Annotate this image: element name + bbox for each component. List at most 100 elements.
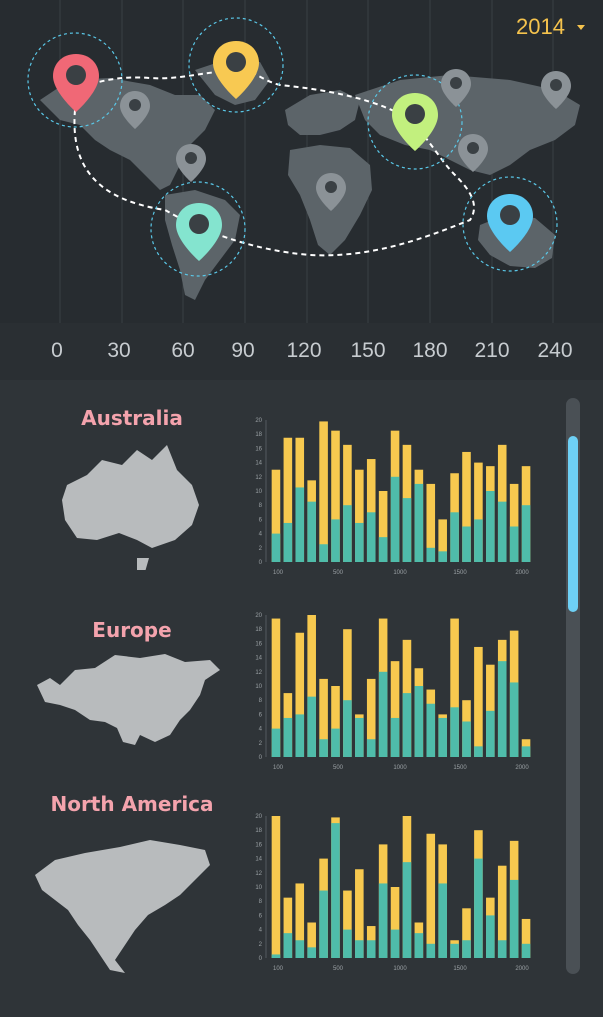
bar-total [366,459,376,562]
y-tick-label: 6 [259,712,263,718]
bar-base [390,717,400,757]
bar-chart-europe: 0 2 4 6 8 10 12 14 16 18 20 100 500 1000 1500 2000 [255,613,531,771]
pin-australia-blue-icon [487,194,533,252]
bar-base [355,940,364,958]
bar-total [462,908,471,958]
x-tick-label: 100 [273,765,284,771]
bar-base [462,526,471,562]
y-tick-label: 12 [255,670,262,676]
bar-base [414,483,424,562]
bar-total [426,833,436,958]
pin-greenland-yellow-icon [213,41,259,99]
bar-base [307,947,316,958]
x-tick-label: 1500 [453,570,467,576]
bar-total [390,661,400,757]
bar-base [331,823,340,958]
bar-base [295,940,305,958]
bar-base [438,883,447,958]
bar-total [319,421,328,562]
bar-base [390,476,400,562]
pin-grey-6 [541,71,571,109]
scrollbar-thumb[interactable] [568,436,578,612]
axis-tick: 240 [537,339,573,362]
x-tick-label: 1500 [453,966,467,972]
y-tick-label: 0 [259,956,263,962]
bar-base [497,661,507,757]
bar-base [450,943,459,958]
y-tick-label: 6 [259,517,263,523]
year-dropdown-arrow-icon[interactable] [577,25,585,30]
bar-base [414,933,424,958]
bar-total [307,615,316,757]
bar-base [521,746,531,757]
pin-grey-1 [120,91,150,129]
bar-total [331,686,340,757]
bar-base [474,519,483,562]
bar-total [271,816,281,958]
bar-base [366,940,376,958]
region-title-australia: Australia [81,406,183,430]
x-tick-label: 2000 [515,966,529,972]
bar-base [402,498,412,562]
y-tick-label: 16 [255,446,262,452]
bar-base [450,512,459,562]
bar-total [486,664,495,757]
bar-total [319,678,328,757]
y-tick-label: 4 [259,532,263,538]
bar-base [378,883,388,958]
x-tick-label: 1000 [393,765,407,771]
x-tick-label: 2000 [515,765,529,771]
axis-tick: 60 [171,339,195,362]
bar-total [331,430,340,562]
y-tick-label: 6 [259,913,263,919]
y-tick-label: 14 [255,857,262,863]
bar-base [486,710,495,757]
bar-base [486,915,495,958]
bar-total [366,678,376,757]
year-selector[interactable]: 2014 [516,14,565,39]
bar-total [271,469,281,562]
x-tick-label: 500 [333,570,344,576]
bar-total [355,469,364,562]
y-tick-label: 18 [255,627,262,633]
bar-total [378,491,388,562]
axis-tick: 180 [412,339,448,362]
x-tick-label: 1000 [393,966,407,972]
bar-total [271,618,281,757]
bar-base [283,522,293,562]
bar-base [462,940,471,958]
x-tick-label: 2000 [515,570,529,576]
bar-base [497,940,507,958]
bar-total [438,519,447,562]
y-tick-label: 4 [259,727,263,733]
bar-base [295,714,305,757]
pin-grey-2 [176,144,206,182]
bar-total [390,887,400,958]
y-tick-label: 8 [259,503,263,509]
bar-base [343,929,352,958]
bar-base [426,547,436,562]
y-tick-label: 18 [255,432,262,438]
x-tick-label: 500 [333,966,344,972]
bar-total [426,483,436,562]
pin-grey-4 [441,69,471,107]
axis-tick: 90 [231,339,255,362]
bar-base [402,862,412,958]
y-tick-label: 16 [255,842,262,848]
map-axis-bar [0,323,603,380]
y-tick-label: 8 [259,698,263,704]
bar-base [331,728,340,757]
bar-base [295,487,305,562]
bar-base [438,717,447,757]
bar-base [319,544,328,562]
bar-base [426,703,436,757]
y-tick-label: 4 [259,928,263,934]
y-tick-label: 2 [259,546,263,552]
bar-base [319,739,328,757]
y-tick-label: 10 [255,489,262,495]
bar-base [355,522,364,562]
y-tick-label: 2 [259,942,263,948]
bar-base [366,512,376,562]
bar-total [343,444,352,562]
bar-total [295,632,305,757]
